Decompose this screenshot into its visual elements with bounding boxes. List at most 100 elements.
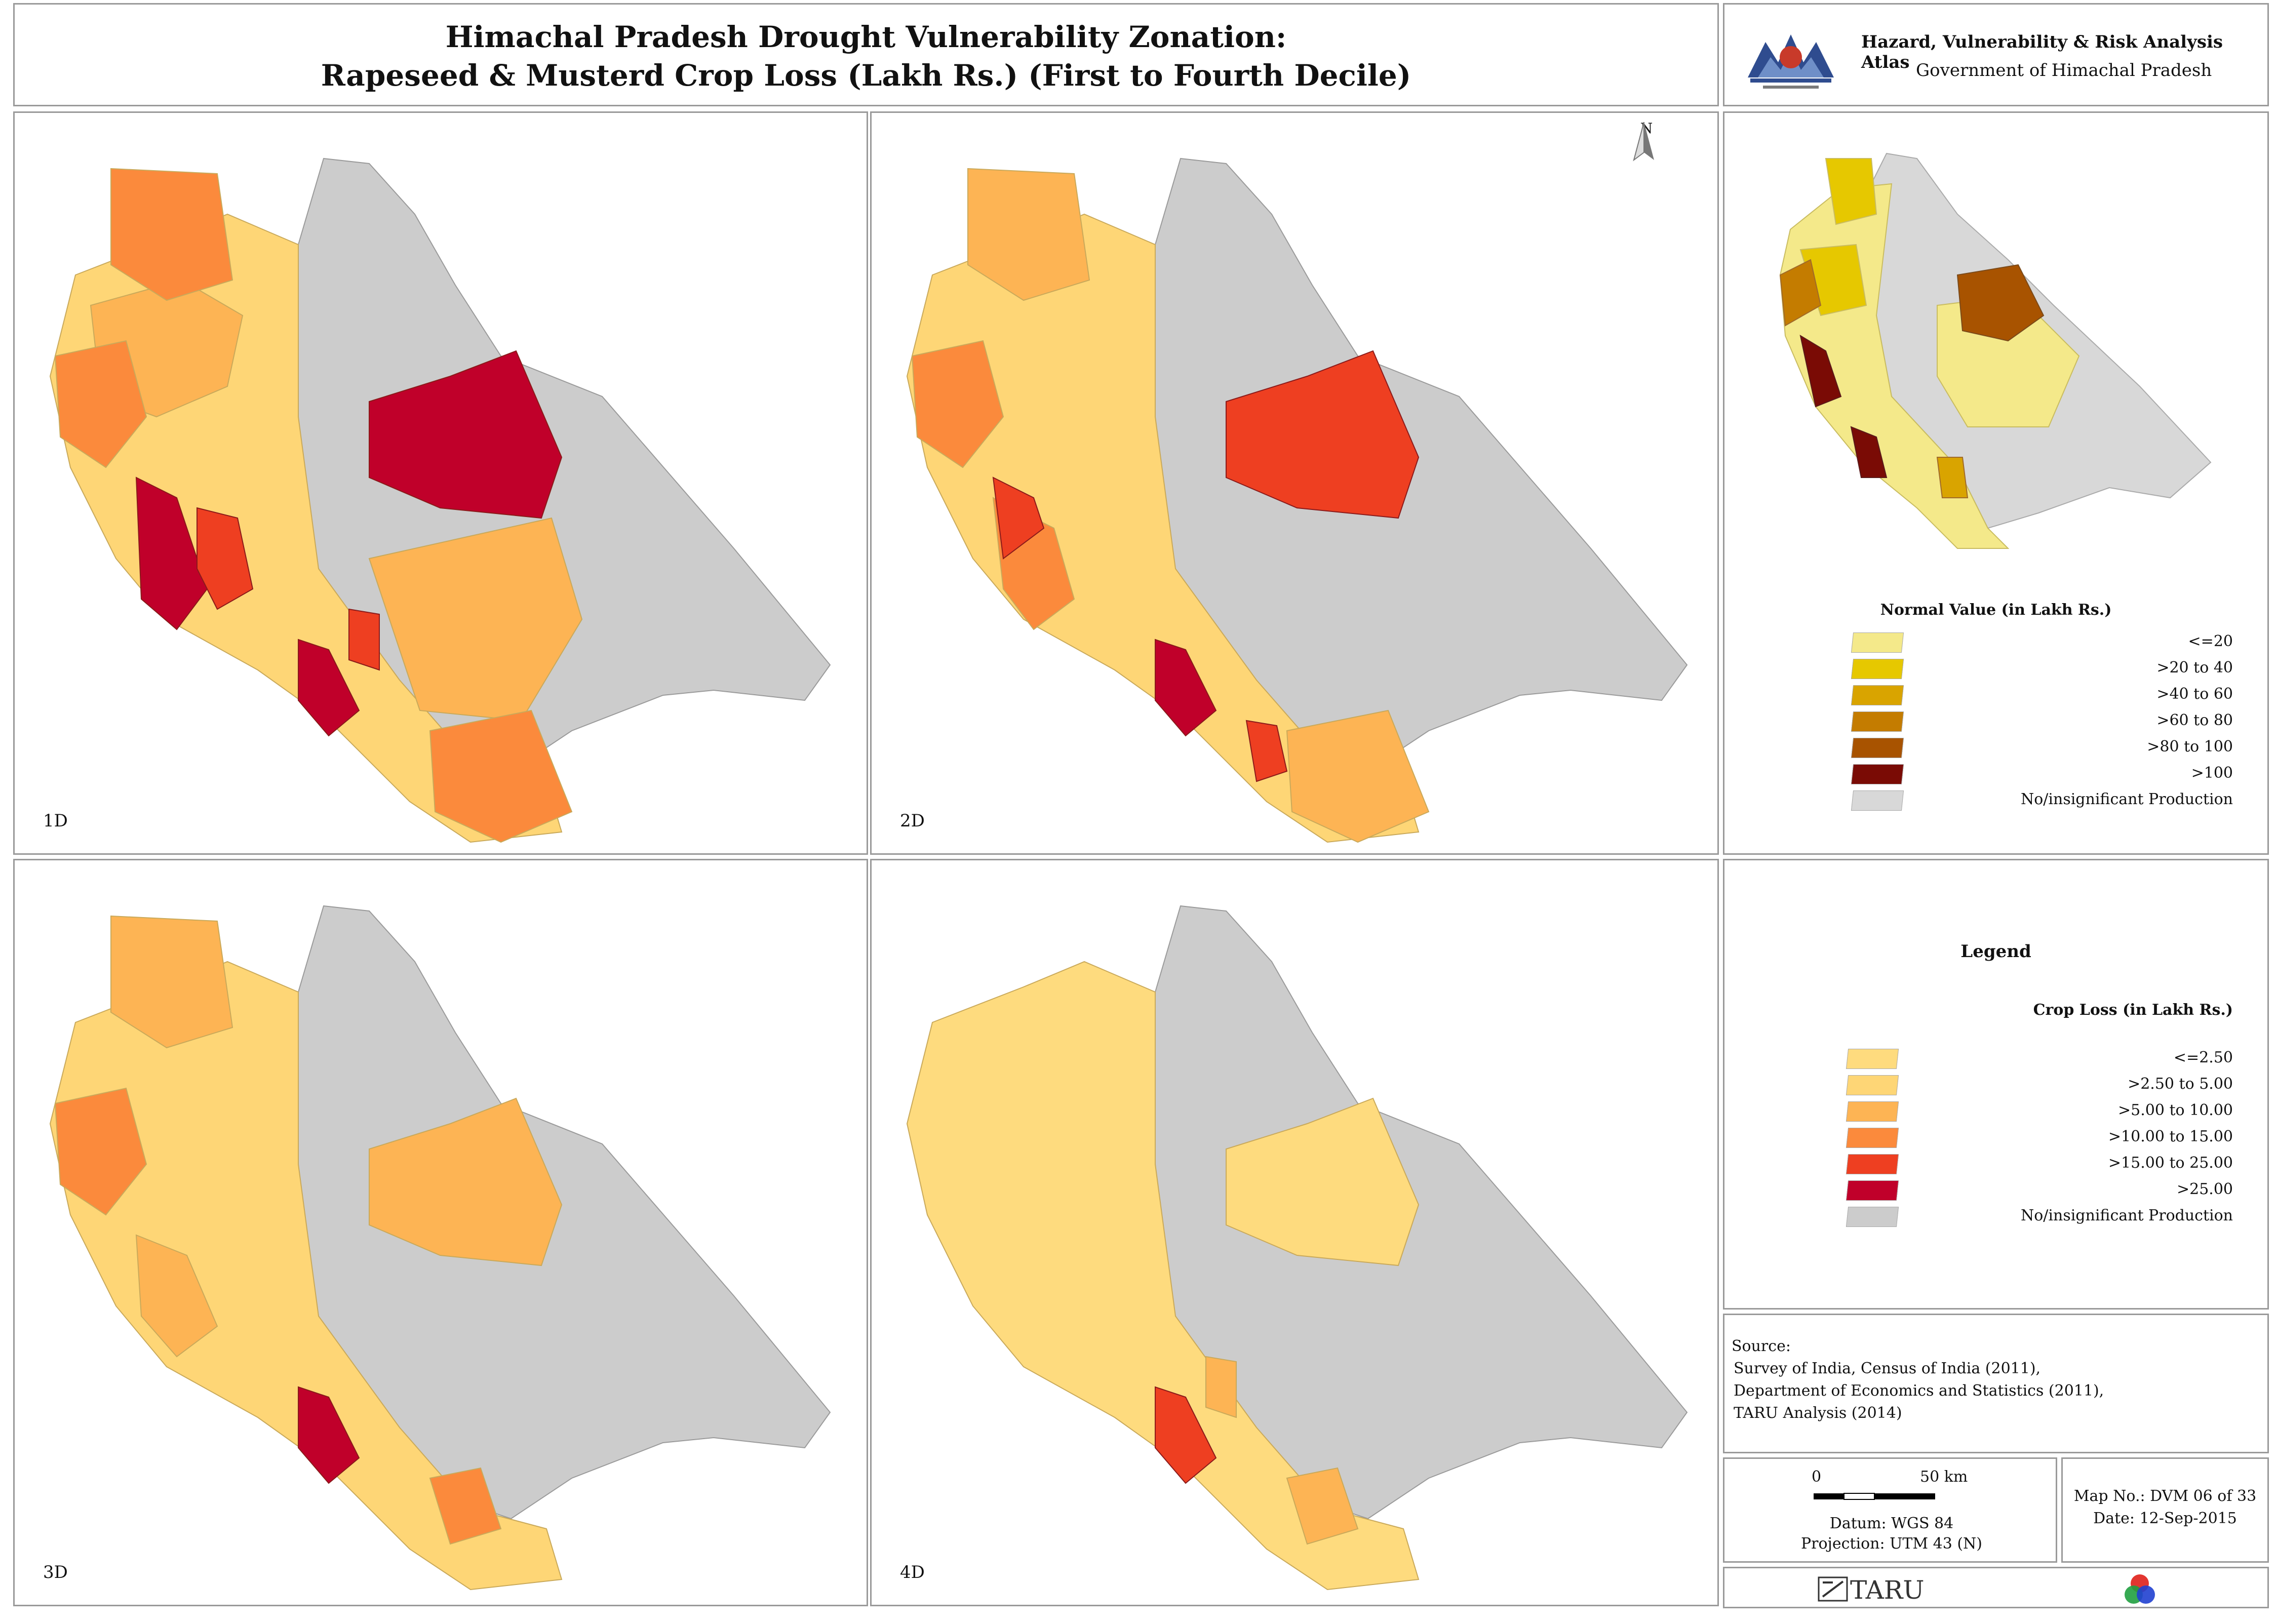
legend-swatch [1851,738,1904,758]
region-low-loss [1226,1097,1420,1266]
region-severe-loss [298,1386,360,1484]
legend-label: >15.00 to 25.00 [2108,1154,2233,1172]
region-low-loss [906,213,1420,843]
region-high-loss [1155,1386,1217,1484]
normal-legend-title: Normal Value (in Lakh Rs.) [1880,601,2112,619]
legend-swatch [1851,764,1904,784]
normal-legend-item [1851,790,1904,811]
region-moderate-loss [911,340,1004,468]
region-normal-medium [1936,457,1969,498]
north-arrow: N [1631,120,1662,181]
region-moderate-loss [369,1097,563,1266]
source-panel: Source: Survey of India, Census of India… [1723,1314,2269,1453]
legend-heading: Legend [1960,941,2031,962]
legend-label: >2.50 to 5.00 [2128,1075,2233,1093]
title-panel: Himachal Pradesh Drought Vulnerability Z… [13,3,1719,106]
government-name: Government of Himachal Pradesh [1916,60,2212,81]
crop-loss-legend-item [1846,1154,1899,1174]
region-moderate-loss [429,709,573,843]
normal-legend-item [1851,659,1904,679]
legend-label: No/insignificant Production [2020,790,2233,808]
footer-panel: TARU [1723,1567,2269,1608]
region-normal-medium [1825,158,1877,225]
region-normal-very-high [1956,264,2045,342]
legend-label: >100 [2191,764,2233,782]
taru-logo-icon [1818,1576,1848,1602]
map-panel-3d: 3D [13,859,868,1606]
region-high-loss [1226,350,1420,519]
legend-swatch [1846,1207,1899,1227]
legend-swatch [1851,659,1904,679]
decile-label-1d: 1D [43,811,68,831]
normal-legend-item [1851,764,1904,784]
region-high-loss [1245,720,1288,782]
region-normal-highest [1799,334,1842,408]
projection-text: Projection: UTM 43 (N) [1800,1535,1983,1553]
datum-text: Datum: WGS 84 [1829,1515,1954,1532]
legend-swatch [1851,790,1904,811]
region-severe-loss [298,639,360,737]
region-normal-highest [1850,426,1888,478]
legend-label: >25.00 [2176,1180,2233,1198]
legend-swatch [1846,1180,1899,1201]
normal-value-panel: Normal Value (in Lakh Rs.) <=20 >20 to 4… [1723,111,2269,855]
crop-loss-legend-item [1846,1049,1899,1069]
legend-label: >20 to 40 [2156,659,2233,677]
region-moderate-loss [1205,1356,1237,1418]
source-line: Department of Economics and Statistics (… [1734,1382,2104,1400]
legend-label: >10.00 to 15.00 [2108,1128,2233,1145]
crop-loss-legend-title: Crop Loss (in Lakh Rs.) [2033,1001,2233,1019]
legend-label: No/insignificant Production [2020,1207,2233,1224]
legend-label: >40 to 60 [2156,685,2233,703]
legend-swatch [1846,1049,1899,1069]
scale-zero-label: 0 [1812,1468,1822,1486]
legend-swatch [1846,1128,1899,1148]
legend-swatch [1846,1101,1899,1122]
region-low-loss [49,961,563,1591]
map-panel-1d: 1D [13,111,868,855]
region-high-loss [992,477,1045,560]
source-line: TARU Analysis (2014) [1734,1404,1902,1422]
region-moderate-loss [110,915,233,1049]
map-title-line-2: Rapeseed & Musterd Crop Loss (Lakh Rs.) … [321,58,1411,93]
region-moderate-loss [135,1234,218,1358]
region-moderate-loss [967,168,1090,301]
normal-legend-item [1851,685,1904,705]
map-date: Date: 12-Sep-2015 [2093,1510,2237,1527]
legend-label: >80 to 100 [2147,738,2233,756]
decile-label-3d: 3D [43,1562,68,1582]
map-panel-4d: 4D [870,859,1719,1606]
district-map-1d [49,157,831,843]
legend-swatch [1851,632,1904,653]
region-moderate-loss [1286,1467,1359,1545]
legend-label: <=20 [2188,632,2233,650]
legend-label: <=2.50 [2173,1049,2233,1066]
decile-label-2d: 2D [900,811,925,831]
color-circles-logo-icon [2125,1574,2155,1604]
source-heading: Source: [1732,1337,1791,1355]
district-map-4d [906,905,1688,1591]
crop-loss-legend-item [1846,1101,1899,1122]
normal-legend-item [1851,738,1904,758]
scale-distance-label: 50 km [1920,1468,1968,1486]
region-high-loss [197,507,254,610]
decile-label-4d: 4D [900,1562,925,1582]
source-line: Survey of India, Census of India (2011), [1734,1360,2041,1377]
legend-swatch [1846,1075,1899,1095]
legend-label: >5.00 to 10.00 [2117,1101,2233,1119]
map-info-panel: Map No.: DVM 06 of 33 Date: 12-Sep-2015 [2061,1457,2269,1563]
scale-bar [1814,1493,1935,1500]
district-map-3d [49,905,831,1591]
region-normal-high [1779,259,1822,327]
region-moderate-loss [54,1087,147,1216]
region-moderate-loss [54,340,147,468]
crop-loss-legend-item [1846,1180,1899,1201]
region-moderate-loss [429,1467,502,1545]
north-arrow-icon [1633,122,1654,162]
map-title-line-1: Himachal Pradesh Drought Vulnerability Z… [445,20,1287,54]
region-moderate-loss [1286,709,1430,843]
atlas-header-panel: Hazard, Vulnerability & Risk Analysis At… [1723,3,2269,106]
region-moderate-loss [368,517,583,722]
crop-loss-legend-item [1846,1128,1899,1148]
region-severe-loss [135,477,208,630]
